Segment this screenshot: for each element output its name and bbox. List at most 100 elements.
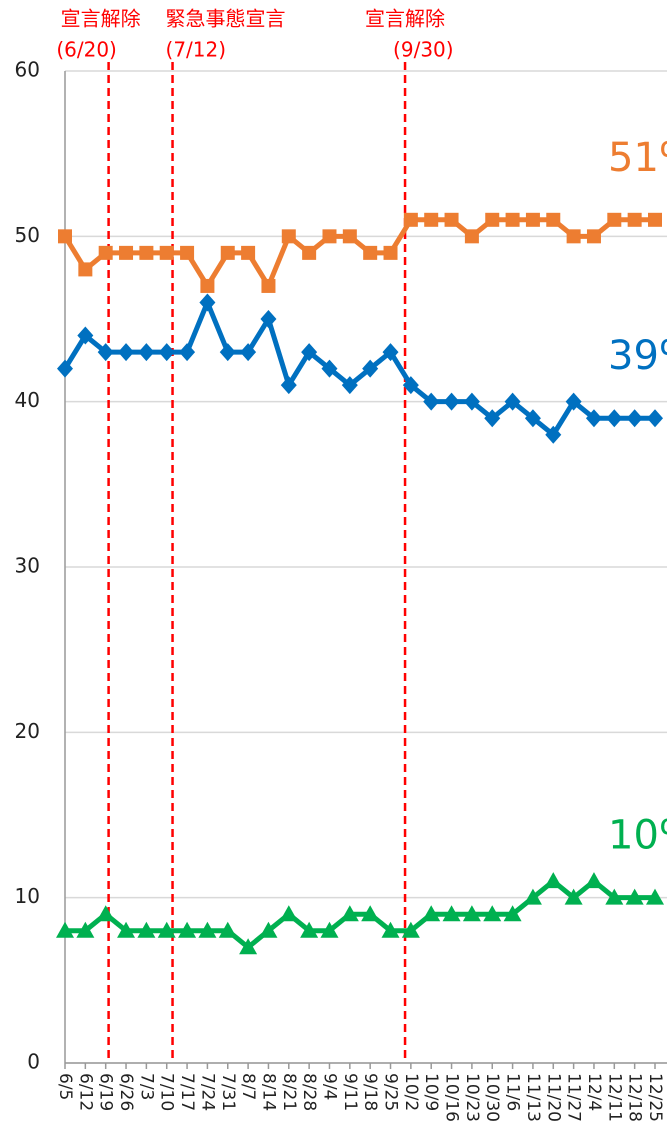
marker — [300, 921, 319, 938]
x-tick-label: 11/13 — [523, 1073, 543, 1122]
marker — [483, 905, 502, 922]
marker — [241, 245, 256, 260]
x-tick-label: 10/30 — [482, 1073, 502, 1122]
marker — [546, 212, 561, 227]
marker — [443, 392, 460, 411]
x-tick-label: 12/4 — [584, 1073, 604, 1111]
marker — [240, 343, 257, 362]
marker — [58, 229, 72, 244]
marker — [322, 229, 337, 244]
marker — [607, 212, 622, 227]
x-tick-label: 12/11 — [604, 1073, 624, 1122]
marker — [585, 409, 602, 428]
marker — [200, 278, 215, 293]
marker — [423, 392, 440, 411]
x-tick-label: 12/25 — [645, 1073, 665, 1122]
marker — [159, 245, 174, 260]
marker — [198, 921, 217, 938]
x-tick-label: 9/11 — [340, 1073, 360, 1111]
marker — [56, 921, 74, 938]
marker — [363, 245, 378, 260]
event-label: 緊急事態宣言 — [166, 7, 286, 31]
marker — [444, 212, 459, 227]
event-label: 宣言解除 — [61, 7, 141, 31]
series-line — [62, 299, 655, 438]
marker — [402, 376, 419, 395]
series-line — [62, 217, 655, 289]
x-tick-label: 10/16 — [442, 1073, 462, 1122]
x-tick-label: 7/31 — [218, 1073, 238, 1111]
marker — [442, 905, 461, 922]
marker — [565, 392, 582, 411]
x-tick-label: 9/18 — [360, 1073, 380, 1111]
x-tick-label: 9/25 — [381, 1073, 401, 1111]
marker — [118, 343, 135, 362]
marker — [545, 425, 562, 444]
marker — [340, 905, 359, 922]
marker — [341, 376, 358, 395]
x-tick-label: 10/2 — [401, 1073, 421, 1111]
marker — [239, 938, 258, 955]
marker — [362, 359, 379, 378]
x-tick-label: 12/18 — [625, 1073, 645, 1122]
event-label: 宣言解除 — [365, 7, 445, 31]
marker — [137, 921, 156, 938]
marker — [627, 212, 642, 227]
marker — [96, 905, 115, 922]
x-tick-label: 7/3 — [136, 1073, 156, 1100]
x-tick-label: 6/12 — [75, 1073, 95, 1111]
marker — [462, 905, 481, 922]
marker — [259, 921, 278, 938]
marker — [139, 245, 154, 260]
y-tick-label: 50 — [15, 223, 40, 247]
x-tick-label: 11/27 — [564, 1073, 584, 1122]
marker — [566, 229, 581, 244]
event-date: (7/12) — [166, 38, 227, 62]
marker — [648, 212, 662, 227]
event-date: (9/30) — [393, 38, 454, 62]
marker — [138, 343, 155, 362]
x-tick-label: 6/19 — [96, 1073, 116, 1111]
marker — [361, 905, 380, 922]
marker — [280, 376, 297, 395]
marker — [180, 245, 195, 260]
x-tick-label: 11/20 — [543, 1073, 563, 1122]
marker — [260, 310, 277, 328]
marker — [158, 343, 175, 362]
marker — [625, 888, 644, 905]
x-tick-label: 7/10 — [157, 1073, 177, 1111]
marker — [424, 212, 439, 227]
end-label: 39% — [608, 333, 667, 379]
x-tick-label: 9/4 — [319, 1073, 339, 1100]
x-tick-label: 8/14 — [258, 1073, 278, 1111]
marker — [626, 409, 643, 428]
x-tick-label: 7/24 — [197, 1073, 217, 1111]
x-tick-label: 6/5 — [55, 1073, 75, 1100]
x-tick-label: 11/6 — [503, 1073, 523, 1111]
marker — [179, 343, 196, 362]
x-tick-label: 8/7 — [238, 1073, 258, 1100]
marker — [586, 229, 601, 244]
marker — [220, 245, 235, 260]
x-tick-label: 7/17 — [177, 1073, 197, 1111]
marker — [117, 921, 136, 938]
marker — [302, 245, 317, 260]
marker — [279, 905, 298, 922]
marker — [646, 888, 664, 905]
marker — [564, 888, 583, 905]
event-date: (6/20) — [56, 38, 117, 62]
end-label: 51% — [608, 135, 667, 181]
marker — [219, 343, 236, 362]
marker — [76, 921, 95, 938]
marker — [503, 905, 522, 922]
marker — [382, 343, 399, 362]
x-tick-label: 8/21 — [279, 1073, 299, 1111]
marker — [647, 409, 663, 428]
x-tick-label: 6/26 — [116, 1073, 136, 1111]
marker — [320, 921, 339, 938]
y-tick-label: 30 — [15, 554, 40, 578]
x-tick-label: 10/23 — [462, 1073, 482, 1122]
marker — [523, 888, 542, 905]
marker — [342, 229, 357, 244]
marker — [98, 245, 113, 260]
